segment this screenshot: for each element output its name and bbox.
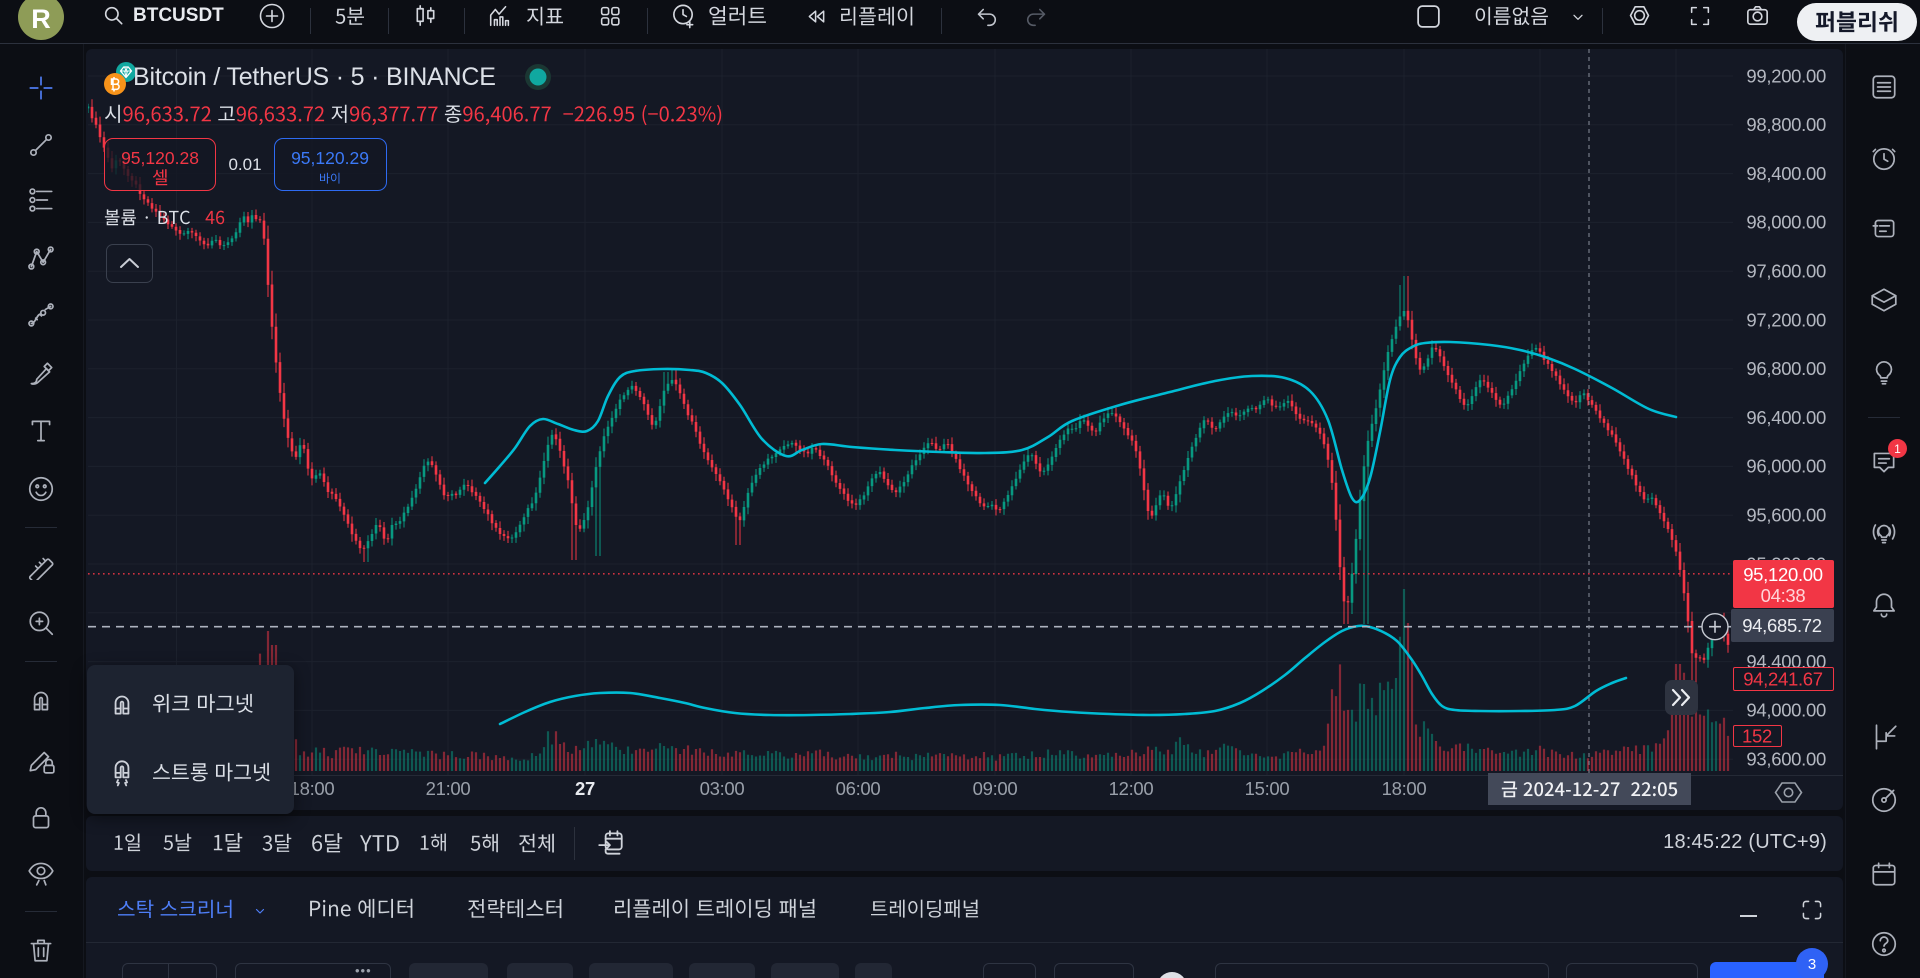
- svg-text:97,200.00: 97,200.00: [1746, 309, 1826, 330]
- svg-text:94,241.67: 94,241.67: [1743, 669, 1823, 690]
- svg-text:98,800.00: 98,800.00: [1746, 114, 1826, 135]
- svg-text:93,600.00: 93,600.00: [1746, 749, 1826, 770]
- svg-text:15:00: 15:00: [1245, 778, 1290, 799]
- svg-text:06:00: 06:00: [836, 778, 881, 799]
- svg-text:98,000.00: 98,000.00: [1746, 212, 1826, 233]
- svg-text:18:00: 18:00: [290, 778, 335, 799]
- svg-text:98,400.00: 98,400.00: [1746, 163, 1826, 184]
- svg-text:152: 152: [1742, 726, 1772, 747]
- svg-text:96,800.00: 96,800.00: [1746, 358, 1826, 379]
- svg-text:94,000.00: 94,000.00: [1746, 700, 1826, 721]
- svg-text:21:00: 21:00: [426, 778, 471, 799]
- svg-text:03:00: 03:00: [700, 778, 745, 799]
- svg-text:97,600.00: 97,600.00: [1746, 261, 1826, 282]
- svg-text:95,120.00: 95,120.00: [1743, 564, 1823, 585]
- svg-text:95,600.00: 95,600.00: [1746, 505, 1826, 526]
- svg-text:18:00: 18:00: [1382, 778, 1427, 799]
- svg-text:04:38: 04:38: [1761, 585, 1806, 606]
- svg-text:99,200.00: 99,200.00: [1746, 65, 1826, 86]
- svg-text:96,400.00: 96,400.00: [1746, 407, 1826, 428]
- svg-text:27: 27: [575, 778, 595, 799]
- svg-text:09:00: 09:00: [973, 778, 1018, 799]
- svg-text:94,400.00: 94,400.00: [1746, 651, 1826, 672]
- svg-text:94,685.72: 94,685.72: [1742, 615, 1822, 636]
- svg-text:12:00: 12:00: [1109, 778, 1154, 799]
- svg-text:96,000.00: 96,000.00: [1746, 456, 1826, 477]
